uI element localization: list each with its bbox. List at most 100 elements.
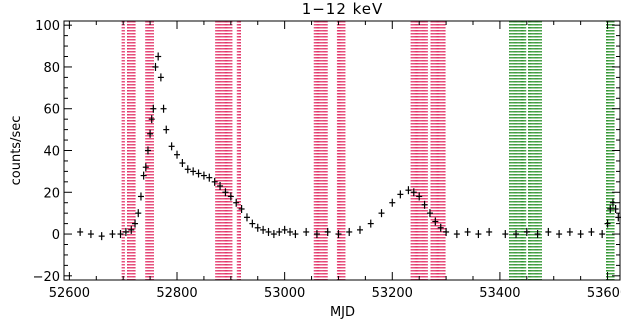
data-point <box>604 219 611 228</box>
data-point <box>140 171 147 180</box>
data-point <box>249 219 256 228</box>
data-point <box>254 223 261 232</box>
y-axis-label: counts/sec <box>9 116 24 186</box>
data-point <box>184 165 191 174</box>
data-point <box>426 209 433 218</box>
data-point <box>287 227 294 236</box>
data-point <box>142 163 149 172</box>
data-point <box>155 52 162 61</box>
data-point <box>324 227 331 236</box>
data-point <box>77 227 84 236</box>
data-point <box>389 198 396 207</box>
data-point <box>190 167 197 176</box>
data-point <box>137 192 144 201</box>
data-point <box>150 104 157 113</box>
data-point <box>206 173 213 182</box>
y-tick-label: 40 <box>43 145 60 160</box>
data-point <box>313 230 320 239</box>
data-point <box>545 227 552 236</box>
y-tick-label: 60 <box>43 103 60 118</box>
data-point <box>486 227 493 236</box>
data-point <box>378 209 385 218</box>
data-point <box>464 227 471 236</box>
data-point <box>607 204 614 213</box>
data-point <box>238 204 245 213</box>
data-point <box>217 182 224 191</box>
data-points <box>77 52 621 241</box>
data-point <box>577 230 584 239</box>
data-point <box>87 230 94 239</box>
x-tick-label: 52800 <box>156 286 197 301</box>
tick-labels: 52600 52800 53000 53200 53400 53600 −20 0 20 40 60… <box>33 19 621 301</box>
x-tick-label: 53000 <box>264 286 305 301</box>
data-point <box>410 188 417 197</box>
data-point <box>276 227 283 236</box>
data-point <box>233 198 240 207</box>
data-point <box>356 225 363 234</box>
y-tick-label: 100 <box>35 19 60 34</box>
data-point <box>556 230 563 239</box>
data-point <box>163 125 170 134</box>
data-point <box>168 142 175 151</box>
data-point <box>397 190 404 199</box>
data-point <box>222 188 229 197</box>
y-tick-label: −20 <box>33 270 60 285</box>
data-point <box>128 225 135 234</box>
observation-bands <box>121 21 615 280</box>
data-point <box>609 198 616 207</box>
data-point <box>179 159 186 168</box>
data-point <box>147 129 154 138</box>
data-point <box>405 186 412 195</box>
data-point <box>437 223 444 232</box>
chart-title: 1−12 keV <box>302 0 384 18</box>
data-point <box>335 230 342 239</box>
axis-ticks <box>64 21 620 280</box>
data-point <box>443 227 450 236</box>
data-point <box>109 230 116 239</box>
data-point <box>211 177 218 186</box>
data-point <box>195 169 202 178</box>
data-point <box>227 192 234 201</box>
data-point <box>148 115 155 124</box>
y-tick-label: 0 <box>52 228 60 243</box>
data-point <box>421 200 428 209</box>
data-point <box>502 230 509 239</box>
data-point <box>475 230 482 239</box>
data-point <box>566 227 573 236</box>
x-tick-label: 52600 <box>49 286 90 301</box>
y-tick-label: 80 <box>43 61 60 76</box>
y-tick-label: 20 <box>43 186 60 201</box>
data-point <box>157 73 164 82</box>
data-point <box>122 227 129 236</box>
data-point <box>513 230 520 239</box>
data-point <box>346 227 353 236</box>
data-point <box>174 150 181 159</box>
data-point <box>260 225 267 234</box>
data-point <box>117 230 124 239</box>
data-point <box>144 146 151 155</box>
data-point <box>265 227 272 236</box>
data-point <box>303 227 310 236</box>
data-point <box>416 192 423 201</box>
data-point <box>132 219 139 228</box>
data-point <box>243 213 250 222</box>
data-point <box>599 230 606 239</box>
x-tick-label: 53400 <box>479 286 520 301</box>
x-tick-label: 53600 <box>587 286 621 301</box>
data-point <box>292 230 299 239</box>
x-axis-label: MJD <box>330 305 355 320</box>
data-point <box>281 225 288 234</box>
x-tick-label: 53200 <box>372 286 413 301</box>
data-point <box>523 227 530 236</box>
data-point <box>534 230 541 239</box>
data-point <box>367 219 374 228</box>
data-point <box>432 217 439 226</box>
data-point <box>270 230 277 239</box>
data-point <box>612 204 619 213</box>
data-point <box>160 104 167 113</box>
data-point <box>152 62 159 71</box>
data-point <box>135 209 142 218</box>
data-point <box>200 171 207 180</box>
data-point <box>588 227 595 236</box>
